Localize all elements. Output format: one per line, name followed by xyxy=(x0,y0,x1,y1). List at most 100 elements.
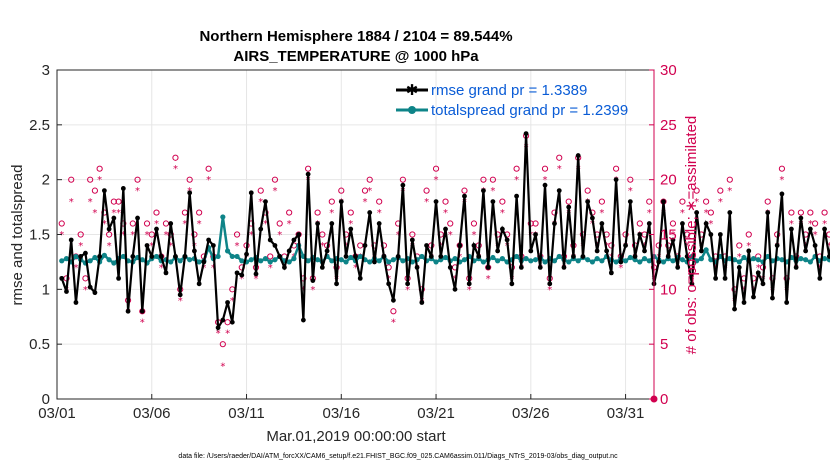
obs-possible-point xyxy=(106,231,113,238)
rmse-point xyxy=(357,275,363,281)
obs-possible-point xyxy=(627,176,634,183)
obs-possible-point xyxy=(584,187,591,194)
rmse-point xyxy=(64,289,69,294)
obs-possible-point xyxy=(669,220,677,227)
totalspread-point xyxy=(637,259,643,265)
y-right-tick-label: 30 xyxy=(660,62,677,79)
obs-possible-point xyxy=(821,209,828,216)
totalspread-point xyxy=(594,256,600,262)
totalspread-point xyxy=(708,257,714,263)
rmse-point xyxy=(798,215,804,221)
rmse-point xyxy=(703,221,709,226)
rmse-point xyxy=(518,265,524,270)
x-tick-label: 03/31 xyxy=(607,405,645,422)
obs-assimilated-point: * xyxy=(97,175,102,186)
rmse-point xyxy=(727,210,733,215)
totalspread-point xyxy=(641,256,648,262)
obs-possible-point xyxy=(788,209,795,216)
totalspread-point xyxy=(305,258,311,264)
rmse-point xyxy=(367,210,373,215)
y-right-tick-label: 10 xyxy=(660,281,677,298)
totalspread-point xyxy=(703,247,709,253)
obs-assimilated-point: * xyxy=(405,285,410,296)
rmse-point xyxy=(751,294,756,300)
rmse-point xyxy=(87,284,93,290)
rmse-point xyxy=(694,210,700,215)
obs-assimilated-point: * xyxy=(353,263,358,274)
y-left-tick-label: 3 xyxy=(42,62,50,79)
rmse-point xyxy=(253,271,259,277)
obs-assimilated-point: * xyxy=(239,274,244,285)
obs-assimilated-point: * xyxy=(367,186,372,197)
obs-possible-point xyxy=(745,231,752,238)
rmse-point xyxy=(125,308,131,314)
y-left-tick-label: 1.5 xyxy=(29,227,50,244)
obs-possible-point xyxy=(826,231,830,238)
obs-possible-point xyxy=(797,209,804,216)
obs-possible-point xyxy=(338,187,345,194)
obs-assimilated-point: * xyxy=(220,362,225,373)
obs-assimilated-point: * xyxy=(78,241,83,252)
obs-assimilated-point: * xyxy=(500,208,505,219)
obs-possible-point xyxy=(461,187,468,194)
rmse-point xyxy=(139,308,145,314)
obs-possible-point xyxy=(764,198,771,205)
rmse-point xyxy=(296,232,302,237)
obs-assimilated-point: * xyxy=(443,208,448,219)
y-left-tick-label: 1 xyxy=(42,281,50,298)
totalspread-point xyxy=(528,258,534,264)
obs-possible-point xyxy=(541,165,549,172)
obs-possible-point xyxy=(148,231,155,238)
rmse-point xyxy=(372,259,377,265)
rmse-point xyxy=(623,243,628,248)
totalspread-point xyxy=(736,259,742,265)
rmse-point xyxy=(381,254,387,259)
rmse-point xyxy=(329,221,335,226)
obs-possible-point xyxy=(205,165,212,172)
obs-assimilated-point: * xyxy=(206,175,211,186)
rmse-point xyxy=(267,237,273,243)
rmse-point xyxy=(528,248,534,254)
rmse-point xyxy=(319,265,325,270)
rmse-point xyxy=(566,204,572,210)
rmse-point xyxy=(225,300,230,305)
totalspread-point xyxy=(357,253,363,260)
obs-possible-point xyxy=(707,209,714,216)
obs-assimilated-point: * xyxy=(258,197,263,208)
rmse-point xyxy=(552,221,557,226)
obs-assimilated-point: * xyxy=(88,197,93,208)
rmse-point xyxy=(537,265,543,270)
obs-assimilated-point: * xyxy=(362,197,367,208)
obs-possible-point xyxy=(181,209,189,216)
rmse-point xyxy=(594,248,600,254)
rmse-point xyxy=(447,265,453,270)
rmse-point xyxy=(286,248,292,254)
obs-possible-point xyxy=(612,165,620,172)
rmse-point xyxy=(462,193,467,199)
totalspread-point xyxy=(92,254,98,261)
totalspread-point xyxy=(272,257,278,263)
obs-assimilated-point: * xyxy=(670,230,675,241)
rmse-point xyxy=(92,290,98,296)
obs-assimilated-point: * xyxy=(547,285,552,296)
obs-possible-point xyxy=(679,198,686,205)
obs-possible-point xyxy=(811,220,819,227)
totalspread-point xyxy=(224,248,231,254)
rmse-point xyxy=(73,300,79,305)
obs-possible-point xyxy=(96,165,103,172)
rmse-point xyxy=(154,226,159,232)
obs-assimilated-point: * xyxy=(121,230,126,241)
rmse-point xyxy=(310,278,316,283)
totalspread-point xyxy=(111,260,117,266)
totalspread-point xyxy=(367,259,373,265)
y-left-tick-label: 2.5 xyxy=(29,117,50,134)
rmse-point xyxy=(722,275,728,281)
rmse-point xyxy=(334,281,339,287)
x-tick-label: 03/21 xyxy=(417,405,455,422)
obs-assimilated-point: * xyxy=(543,175,548,186)
obs-assimilated-point: * xyxy=(92,208,97,219)
rmse-point xyxy=(646,221,652,226)
legend-rmse-marker-icon: ✱ xyxy=(406,81,419,99)
rmse-point xyxy=(196,281,202,287)
totalspread-point xyxy=(314,257,321,263)
